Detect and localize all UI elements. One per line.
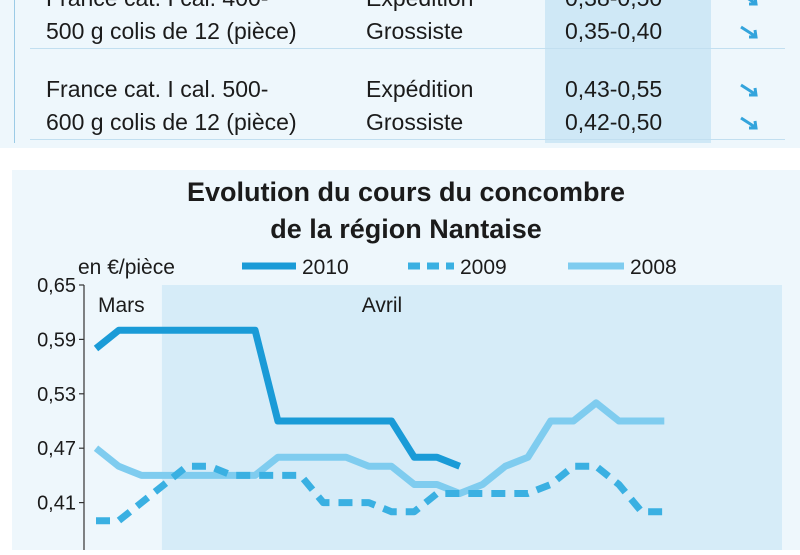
- price-line-chart: Evolution du cours du concombre de la ré…: [37, 177, 783, 555]
- month-label-avril: Avril: [362, 294, 402, 317]
- table-row: France cat. I cal. 500- 600 g colis de 1…: [30, 73, 785, 140]
- series-line-2008: [93, 399, 665, 497]
- unit-label: en €/pièce: [78, 256, 175, 279]
- legend-label-2009: 2009: [460, 256, 507, 279]
- market-grossiste: Grossiste: [366, 109, 464, 135]
- april-band: [161, 285, 783, 555]
- price-expedition: 0,38-0,50: [565, 0, 705, 15]
- market-cell: Expédition Grossiste: [366, 73, 546, 139]
- trend-cell: [735, 0, 765, 48]
- market-cell: Expédition Grossiste: [366, 0, 546, 48]
- series-line-2010: [93, 326, 461, 470]
- trend-cell: [735, 73, 765, 139]
- price-table: France cat. I cal. 400- 500 g colis de 1…: [0, 0, 800, 148]
- price-grossiste: 0,35-0,40: [565, 18, 663, 44]
- chart-panel: Evolution du cours du concombre de la ré…: [12, 170, 800, 555]
- y-tick-label: 0,53: [37, 384, 76, 406]
- table-frame-line: [14, 0, 15, 143]
- price-cell: 0,43-0,55 0,42-0,50: [565, 73, 705, 139]
- product-line: 500 g colis de 12 (pièce): [46, 18, 297, 44]
- price-grossiste: 0,42-0,50: [565, 109, 663, 135]
- product-line: 600 g colis de 12 (pièce): [46, 109, 297, 135]
- table-row: France cat. I cal. 400- 500 g colis de 1…: [30, 0, 785, 49]
- y-tick-label: 0,41: [37, 493, 76, 515]
- product-cell: France cat. I cal. 500- 600 g colis de 1…: [46, 73, 346, 139]
- market-expedition: Expédition: [366, 0, 546, 15]
- price-column-band: [545, 0, 711, 143]
- product-line: France cat. I cal. 500-: [46, 76, 269, 102]
- legend: 2010 2009 2008: [242, 256, 677, 279]
- y-tick-label: 0,65: [37, 275, 76, 297]
- market-expedition: Expédition: [366, 76, 474, 102]
- down-right-arrow-icon: [740, 83, 758, 97]
- price-cell: 0,38-0,50 0,35-0,40: [565, 0, 705, 48]
- legend-label-2010: 2010: [302, 256, 349, 279]
- legend-label-2008: 2008: [630, 256, 677, 279]
- product-cell: France cat. I cal. 400- 500 g colis de 1…: [46, 0, 346, 48]
- chart-title-line-2: de la région Nantaise: [270, 214, 542, 244]
- month-label-mars: Mars: [98, 294, 145, 317]
- y-tick-label: 0,47: [37, 438, 76, 460]
- y-tick-label: 0,59: [37, 329, 76, 351]
- down-right-arrow-icon: [747, 0, 758, 6]
- chart-title-line-1: Evolution du cours du concombre: [187, 177, 625, 207]
- price-expedition: 0,43-0,55: [565, 76, 663, 102]
- down-right-arrow-icon: [740, 25, 758, 39]
- market-grossiste: Grossiste: [366, 18, 464, 44]
- product-line: France cat. I cal. 400-: [46, 0, 346, 15]
- down-right-arrow-icon: [740, 116, 758, 130]
